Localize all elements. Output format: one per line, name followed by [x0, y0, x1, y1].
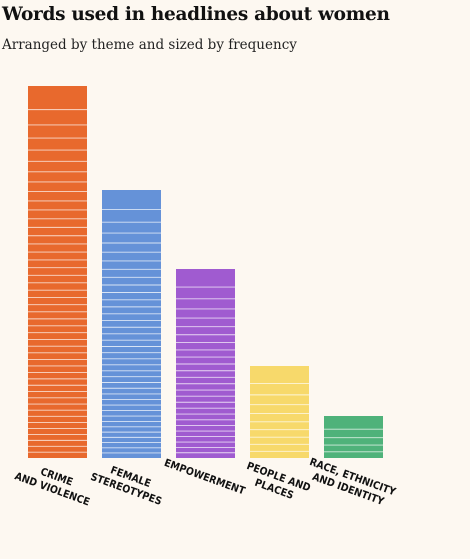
bar-group-3 [250, 366, 309, 458]
bar-group-0 [28, 86, 87, 458]
bar [324, 416, 383, 458]
bar [250, 366, 309, 458]
chart-title: Words used in headlines about women [2, 4, 390, 25]
category-label-line: EMPOWERMENT [162, 457, 247, 498]
category-label: FEMALESTEREOTYPES [89, 459, 168, 508]
bar [102, 190, 161, 458]
bar-group-2 [176, 269, 235, 458]
bar [176, 269, 235, 458]
category-label: EMPOWERMENT [162, 457, 247, 498]
bar [28, 86, 87, 458]
category-label: CRIMEAND VIOLENCE [13, 458, 96, 509]
bar-group-4 [324, 416, 383, 458]
category-label: RACE, ETHNICITYAND IDENTITY [303, 456, 397, 511]
category-label: PEOPLE ANDPLACES [240, 460, 312, 507]
bar-group-1 [102, 190, 161, 458]
chart-subtitle: Arranged by theme and sized by frequency [2, 37, 297, 53]
